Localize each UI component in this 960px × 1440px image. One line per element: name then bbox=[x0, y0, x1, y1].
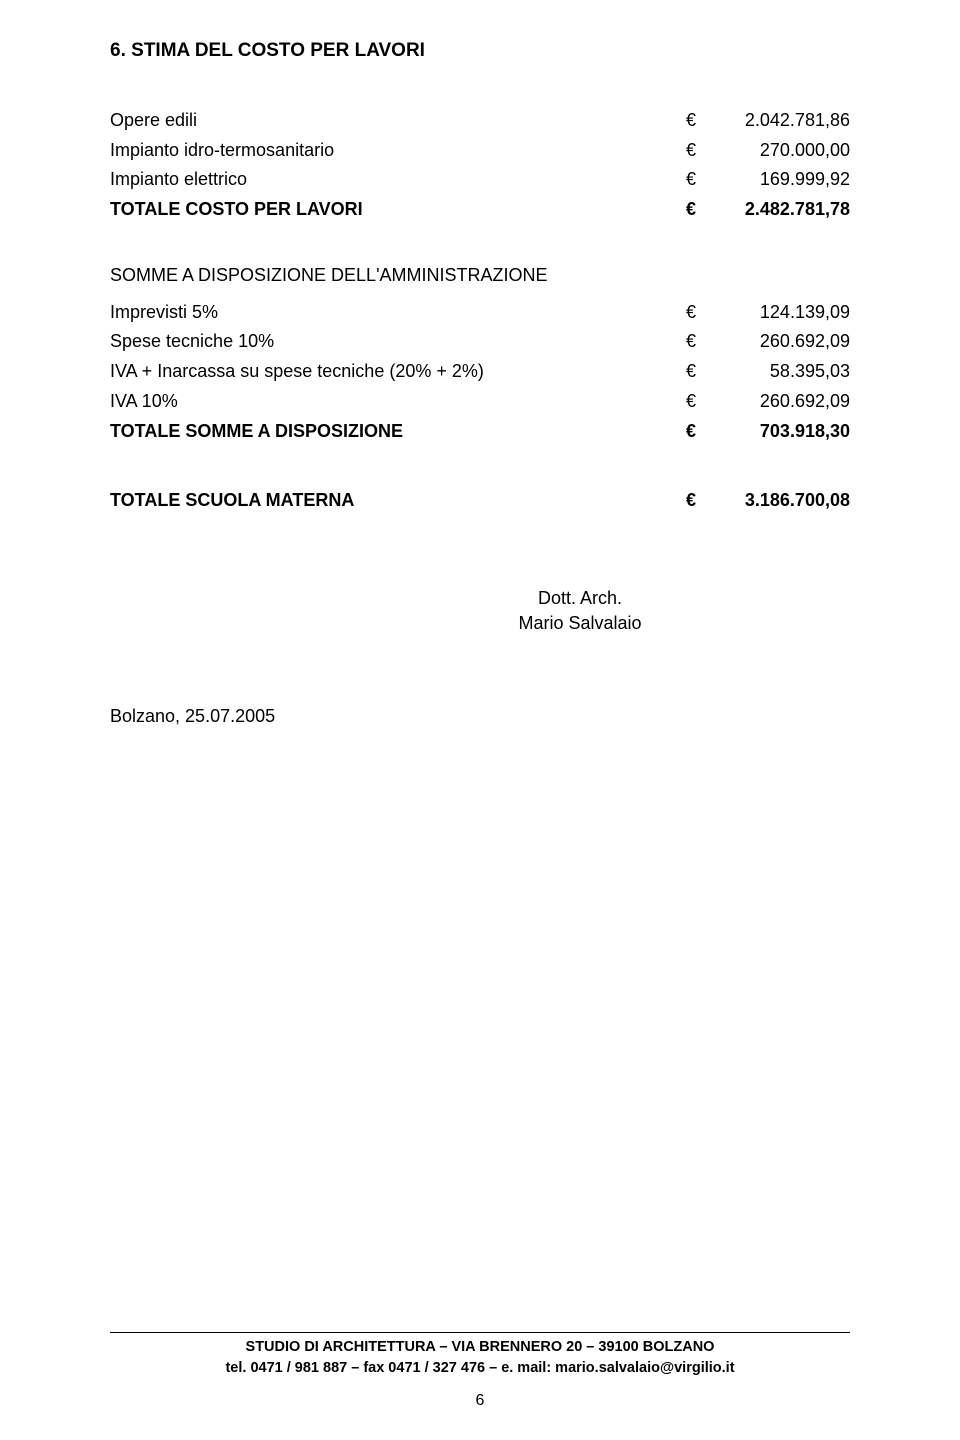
signature-block: Dott. Arch. Mario Salvalaio bbox=[310, 586, 850, 636]
currency-symbol: € bbox=[686, 136, 704, 166]
totale-scuola-label: TOTALE SCUOLA MATERNA bbox=[110, 486, 354, 516]
totale-scuola-value: 3.186.700,08 bbox=[710, 486, 850, 516]
row-value-wrap: €124.139,09 bbox=[686, 298, 850, 328]
row-value-wrap: €260.692,09 bbox=[686, 387, 850, 417]
row-value: 169.999,92 bbox=[710, 165, 850, 195]
row-label: Impianto idro-termosanitario bbox=[110, 136, 334, 166]
row-label: TOTALE SOMME A DISPOSIZIONE bbox=[110, 417, 403, 447]
somme-heading: SOMME A DISPOSIZIONE DELL'AMMINISTRAZION… bbox=[110, 265, 850, 286]
footer-line2: tel. 0471 / 981 887 – fax 0471 / 327 476… bbox=[110, 1358, 850, 1378]
row-value: 2.482.781,78 bbox=[710, 195, 850, 225]
page-footer: STUDIO DI ARCHITETTURA – VIA BRENNERO 20… bbox=[110, 1332, 850, 1410]
table-row: Imprevisti 5% €124.139,09 bbox=[110, 298, 850, 328]
currency-symbol: € bbox=[686, 195, 704, 225]
row-value-wrap: €169.999,92 bbox=[686, 165, 850, 195]
currency-symbol: € bbox=[686, 417, 704, 447]
row-value-wrap: €2.482.781,78 bbox=[686, 195, 850, 225]
somme-block: Imprevisti 5%€124.139,09Spese tecniche 1… bbox=[110, 298, 850, 446]
row-value-wrap: €2.042.781,86 bbox=[686, 106, 850, 136]
currency-symbol: € bbox=[686, 165, 704, 195]
section-title: 6. STIMA DEL COSTO PER LAVORI bbox=[110, 40, 850, 62]
table-row: TOTALE SOMME A DISPOSIZIONE €703.918,30 bbox=[110, 417, 850, 447]
row-value: 270.000,00 bbox=[710, 136, 850, 166]
row-label: Opere edili bbox=[110, 106, 197, 136]
row-label: TOTALE COSTO PER LAVORI bbox=[110, 195, 363, 225]
table-row: IVA + Inarcassa su spese tecniche (20% +… bbox=[110, 357, 850, 387]
table-row: IVA 10% €260.692,09 bbox=[110, 387, 850, 417]
table-row: Impianto elettrico €169.999,92 bbox=[110, 165, 850, 195]
row-value-wrap: €270.000,00 bbox=[686, 136, 850, 166]
costo-lavori-block: Opere edili€2.042.781,86Impianto idro-te… bbox=[110, 106, 850, 225]
signature-line2: Mario Salvalaio bbox=[310, 611, 850, 636]
currency-symbol: € bbox=[686, 106, 704, 136]
footer-divider bbox=[110, 1332, 850, 1333]
row-value-wrap: €260.692,09 bbox=[686, 327, 850, 357]
currency-symbol: € bbox=[686, 486, 704, 516]
row-label: Spese tecniche 10% bbox=[110, 327, 274, 357]
footer-line1: STUDIO DI ARCHITETTURA – VIA BRENNERO 20… bbox=[110, 1337, 850, 1357]
table-row: Impianto idro-termosanitario €270.000,00 bbox=[110, 136, 850, 166]
table-row: Opere edili €2.042.781,86 bbox=[110, 106, 850, 136]
page-number: 6 bbox=[110, 1392, 850, 1410]
row-value: 58.395,03 bbox=[710, 357, 850, 387]
row-label: IVA 10% bbox=[110, 387, 178, 417]
currency-symbol: € bbox=[686, 327, 704, 357]
row-value: 124.139,09 bbox=[710, 298, 850, 328]
row-value-wrap: €58.395,03 bbox=[686, 357, 850, 387]
row-value: 260.692,09 bbox=[710, 327, 850, 357]
table-row: TOTALE COSTO PER LAVORI €2.482.781,78 bbox=[110, 195, 850, 225]
row-label: IVA + Inarcassa su spese tecniche (20% +… bbox=[110, 357, 484, 387]
currency-symbol: € bbox=[686, 298, 704, 328]
currency-symbol: € bbox=[686, 387, 704, 417]
signature-line1: Dott. Arch. bbox=[310, 586, 850, 611]
row-value: 260.692,09 bbox=[710, 387, 850, 417]
date: Bolzano, 25.07.2005 bbox=[110, 706, 850, 727]
row-value: 2.042.781,86 bbox=[710, 106, 850, 136]
section-number: 6. bbox=[110, 40, 126, 61]
totale-scuola-row: TOTALE SCUOLA MATERNA € 3.186.700,08 bbox=[110, 486, 850, 516]
table-row: Spese tecniche 10% €260.692,09 bbox=[110, 327, 850, 357]
section-heading: STIMA DEL COSTO PER LAVORI bbox=[131, 40, 425, 61]
row-label: Impianto elettrico bbox=[110, 165, 247, 195]
currency-symbol: € bbox=[686, 357, 704, 387]
row-value: 703.918,30 bbox=[710, 417, 850, 447]
row-label: Imprevisti 5% bbox=[110, 298, 218, 328]
row-value-wrap: €703.918,30 bbox=[686, 417, 850, 447]
